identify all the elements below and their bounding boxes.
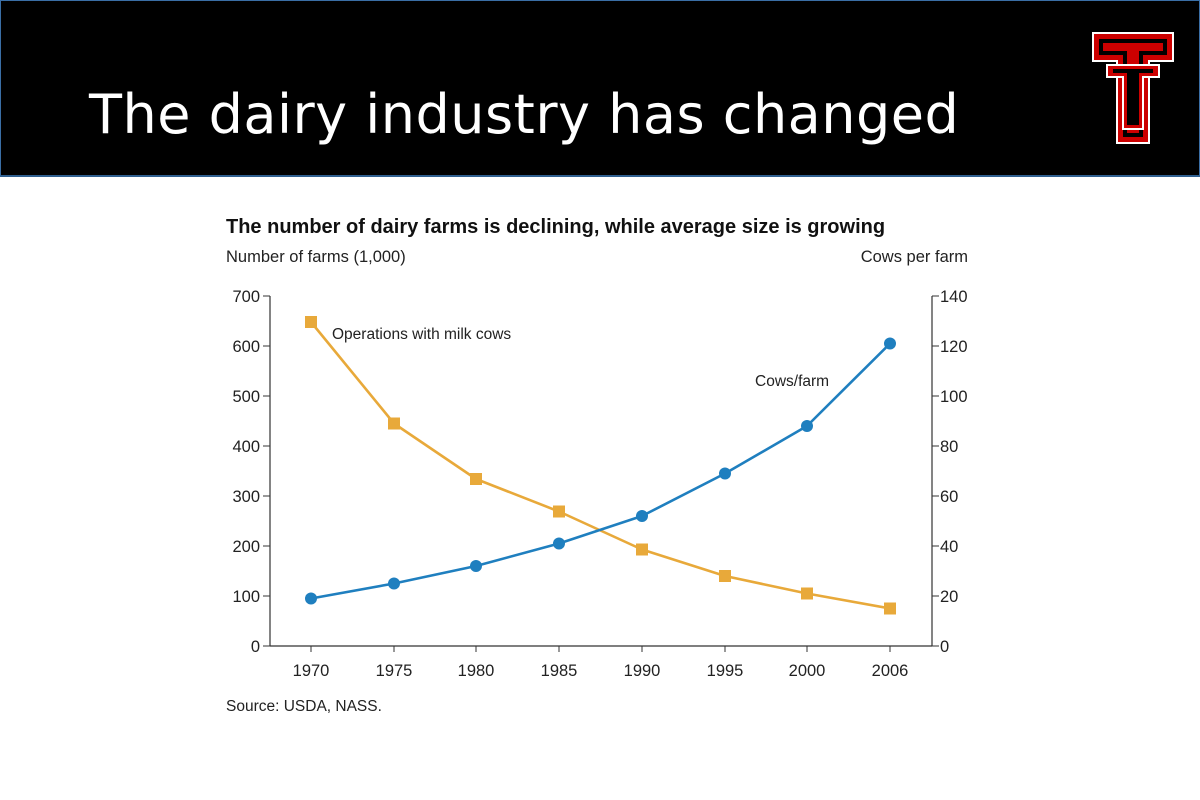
left-tick-label: 300 (232, 488, 260, 506)
farms-point (388, 417, 400, 430)
x-tick-label: 2006 (872, 662, 909, 680)
chart-title: The number of dairy farms is declining, … (226, 216, 886, 238)
x-tick-label: 1995 (707, 662, 744, 680)
cows-point (719, 467, 731, 480)
x-tick-label: 1985 (541, 662, 578, 680)
series-line-1 (310, 342, 891, 600)
right-tick-label: 80 (940, 438, 958, 456)
series-label-cows: Cows/farm (755, 373, 829, 390)
right-tick-label: 40 (940, 538, 958, 556)
right-tick-label: 20 (940, 588, 958, 606)
cows-point (884, 337, 896, 350)
x-tick-label: 1975 (376, 662, 413, 680)
x-tick-label: 1980 (458, 662, 495, 680)
farms-point (553, 505, 565, 518)
farms-point (801, 587, 813, 600)
slide-header: The dairy industry has changed (0, 0, 1200, 177)
farms-point (470, 473, 482, 485)
cows-point (801, 420, 813, 432)
left-tick-label: 400 (232, 438, 260, 456)
series-line-0 (309, 321, 891, 610)
cows-point (470, 560, 482, 572)
x-tick-label: 2000 (789, 662, 826, 680)
right-tick-label: 60 (940, 488, 958, 506)
slide-title: The dairy industry has changed (89, 83, 960, 146)
x-tick-label: 1970 (293, 662, 330, 680)
cows-point (636, 510, 648, 522)
left-axis-label: Number of farms (1,000) (226, 248, 406, 266)
double-t-logo-icon (1092, 32, 1174, 144)
right-tick-label: 140 (940, 288, 968, 306)
farms-point (305, 316, 317, 328)
left-tick-label: 100 (232, 588, 260, 606)
chart-source: Source: USDA, NASS. (226, 698, 382, 715)
farms-point (636, 543, 648, 556)
left-tick-label: 0 (251, 638, 260, 656)
left-tick-label: 200 (232, 538, 260, 556)
right-tick-label: 100 (940, 388, 968, 406)
left-tick-label: 600 (232, 338, 260, 356)
farms-point (884, 602, 896, 615)
right-axis-label: Cows per farm (860, 248, 968, 266)
right-tick-label: 0 (940, 638, 949, 656)
left-tick-label: 500 (232, 388, 260, 406)
series-label-operations: Operations with milk cows (332, 326, 511, 343)
right-tick-label: 120 (940, 338, 968, 356)
cows-point (388, 577, 400, 590)
cows-point (553, 537, 565, 550)
cows-point (305, 592, 317, 605)
left-tick-label: 700 (232, 288, 260, 306)
x-tick-label: 1990 (624, 662, 661, 680)
farms-point (719, 570, 731, 582)
